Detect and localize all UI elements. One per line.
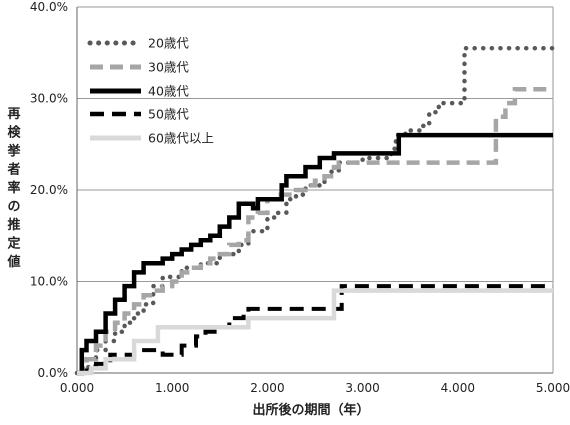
legend-label: 50歳代 <box>148 107 189 122</box>
series-line-4 <box>77 288 553 376</box>
y-tick-labels: 0.0% 10.0% 20.0% 30.0% 40.0% <box>30 0 68 380</box>
x-axis-label: 出所後の期間（年） <box>252 402 369 418</box>
x-tick-labels: 0.000 1.000 2.000 3.000 4.000 5.000 <box>60 381 570 395</box>
series-line-1 <box>77 87 553 376</box>
series-lines <box>74 45 556 376</box>
x-tick-label: 3.000 <box>345 381 379 395</box>
legend-label: 30歳代 <box>148 60 189 75</box>
x-tick-label: 4.000 <box>441 381 475 395</box>
y-tick-label: 0.0% <box>38 366 69 380</box>
x-tick-label: 2.000 <box>250 381 284 395</box>
legend-label: 60歳代以上 <box>148 131 214 146</box>
axes <box>76 7 554 374</box>
y-tick-label: 10.0% <box>30 275 68 289</box>
y-tick-label: 40.0% <box>30 0 68 14</box>
y-axis-label: 再検挙者率の推定値 <box>6 107 21 270</box>
x-tick-label: 1.000 <box>155 381 189 395</box>
legend-label: 20歳代 <box>148 36 189 51</box>
series-line-3 <box>77 284 553 375</box>
legend: 20歳代 30歳代 40歳代 50歳代 60歳代以上 <box>87 36 214 146</box>
x-tick-label: 5.000 <box>536 381 570 395</box>
y-tick-label: 20.0% <box>30 183 68 197</box>
y-tick-label: 30.0% <box>30 92 68 106</box>
legend-label: 40歳代 <box>148 84 189 99</box>
x-tick-label: 0.000 <box>60 381 94 395</box>
series-line-2 <box>77 132 553 376</box>
